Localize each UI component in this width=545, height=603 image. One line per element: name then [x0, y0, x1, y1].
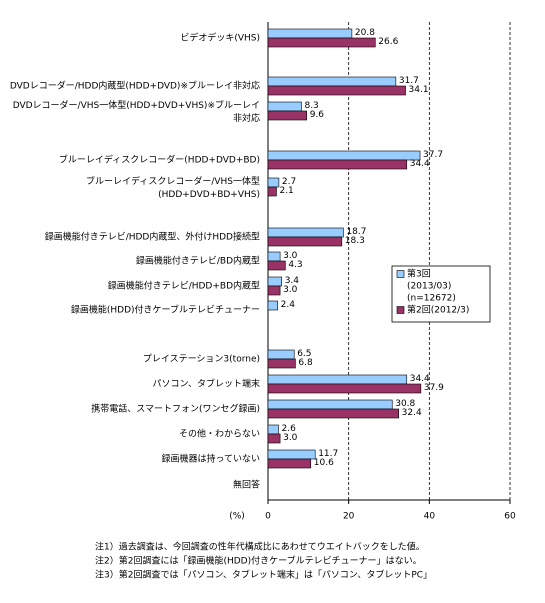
- bar: [267, 251, 281, 262]
- value-label: 3.0: [283, 285, 298, 295]
- bar: [267, 260, 286, 271]
- value-label: 30.8: [395, 399, 415, 409]
- label-line: (HDD+DVD+BD+VHS): [158, 190, 260, 200]
- bar: [267, 177, 280, 188]
- value-label: 37.7: [423, 150, 443, 160]
- legend-subtext: (2013/03): [407, 282, 451, 292]
- value-label: 3.0: [283, 433, 298, 443]
- y-tick-label: その他・わからない: [179, 428, 260, 440]
- bar: [267, 358, 296, 369]
- value-label: 34.4: [410, 159, 430, 169]
- value-label: 4.3: [288, 260, 302, 270]
- y-tick-label: 携帯電話、スマートフォン(ワンセグ録画): [91, 403, 260, 415]
- value-label: 37.9: [424, 383, 444, 393]
- legend-subtext: (n=12672): [407, 294, 456, 304]
- x-tick-label: 0: [265, 512, 271, 522]
- legend-label: 第2回(2012/3): [407, 304, 469, 316]
- bar: [267, 76, 397, 87]
- x-tick-label: 20: [343, 512, 355, 522]
- y-tick-label: パソコン、タブレット端末: [153, 378, 260, 390]
- value-label: 8.3: [304, 101, 318, 111]
- value-label: 34.4: [410, 374, 430, 384]
- y-tick-label: 録画機能(HDD)付きケーブルテレビチューナー: [71, 304, 260, 316]
- value-label: 2.4: [281, 300, 296, 310]
- value-label: 2.7: [282, 177, 296, 187]
- value-label: 11.7: [318, 449, 338, 459]
- bar: [267, 37, 376, 48]
- y-tick-label: ブルーレイディスクレコーダー(HDD+DVD+BD): [59, 154, 260, 166]
- bar: [267, 285, 281, 296]
- value-label: 9.6: [310, 110, 325, 120]
- value-label: 20.8: [355, 28, 375, 38]
- value-label: 31.7: [399, 76, 419, 86]
- y-tick-label: 録画機器は持っていない: [161, 453, 260, 465]
- bar: [267, 150, 421, 161]
- bar: [267, 101, 302, 112]
- x-tick-label: 40: [424, 512, 436, 522]
- bar: [267, 424, 279, 435]
- bar: [267, 349, 295, 360]
- x-tick-label: 60: [504, 512, 516, 522]
- bar: [267, 458, 312, 469]
- value-label: 2.6: [281, 424, 296, 434]
- bar: [267, 433, 281, 444]
- bar: [267, 28, 353, 39]
- legend-box: [391, 265, 491, 323]
- y-tick-label: ビデオデッキ(VHS): [180, 32, 260, 44]
- note: 注1）過去調査は、今回調査の性年代構成比にあわせてウエイトバックをした値。: [95, 541, 425, 553]
- value-label: 3.0: [283, 251, 298, 261]
- note: 注3）第2回調査では「パソコン、タブレット端末」は「パソコン、タブレットPC」: [95, 569, 432, 581]
- value-label: 10.6: [314, 458, 334, 468]
- bar: [267, 449, 316, 460]
- bar: [267, 383, 422, 394]
- value-label: 18.3: [345, 236, 365, 246]
- y-tick-label: DVDレコーダー/HDD内蔵型(HDD+DVD)※ブルーレイ非対応: [10, 80, 260, 92]
- legend-swatch: [396, 270, 405, 278]
- y-tick-label: プレイステーション3(torne): [143, 354, 260, 365]
- y-tick-label: 録画機能付きテレビ/BD内蔵型: [136, 255, 260, 267]
- value-label: 3.4: [285, 276, 300, 286]
- value-label: 2.1: [279, 186, 293, 196]
- bar: [267, 408, 399, 419]
- bar: [267, 186, 277, 197]
- y-tick-label: 無回答: [233, 479, 260, 491]
- y-tick-label: 録画機能付きテレビ/HDD+BD内蔵型: [108, 280, 260, 292]
- value-label: 6.5: [297, 349, 311, 359]
- y-tick-label: 録画機能付きテレビ/HDD内蔵型、外付けHDD接続型: [45, 231, 260, 243]
- y-tick-label: DVDレコーダー/VHS一体型(HDD+DVD+VHS)※ブルーレイ非対応: [13, 99, 260, 124]
- bar: [267, 110, 308, 121]
- x-axis-label: (%): [229, 512, 245, 522]
- y-tick-label: ブルーレイディスクレコーダー/VHS一体型 (HDD+DVD+BD+VHS): [86, 175, 260, 200]
- value-label: 34.1: [409, 85, 429, 95]
- bar: [267, 236, 343, 247]
- value-label: 6.8: [298, 358, 313, 368]
- legend-label: 第3回: [407, 268, 431, 280]
- value-label: 26.6: [378, 37, 398, 47]
- bar: [267, 374, 408, 385]
- legend-swatch: [396, 306, 405, 314]
- value-label: 32.4: [402, 408, 422, 418]
- bar: [267, 300, 278, 311]
- label-line: 非対応: [233, 112, 260, 124]
- label-line: ブルーレイディスクレコーダー/VHS一体型: [86, 175, 260, 187]
- bar: [267, 159, 408, 170]
- value-label: 18.7: [346, 227, 366, 237]
- label-line: DVDレコーダー/VHS一体型(HDD+DVD+VHS)※ブルーレイ: [13, 99, 260, 111]
- note: 注2）第2回調査には「録画機能(HDD)付きケーブルテレビチューナー」はない。: [95, 555, 422, 567]
- bar: [267, 85, 406, 96]
- bar: [267, 276, 283, 287]
- bar: [267, 399, 393, 410]
- bar: [267, 227, 344, 238]
